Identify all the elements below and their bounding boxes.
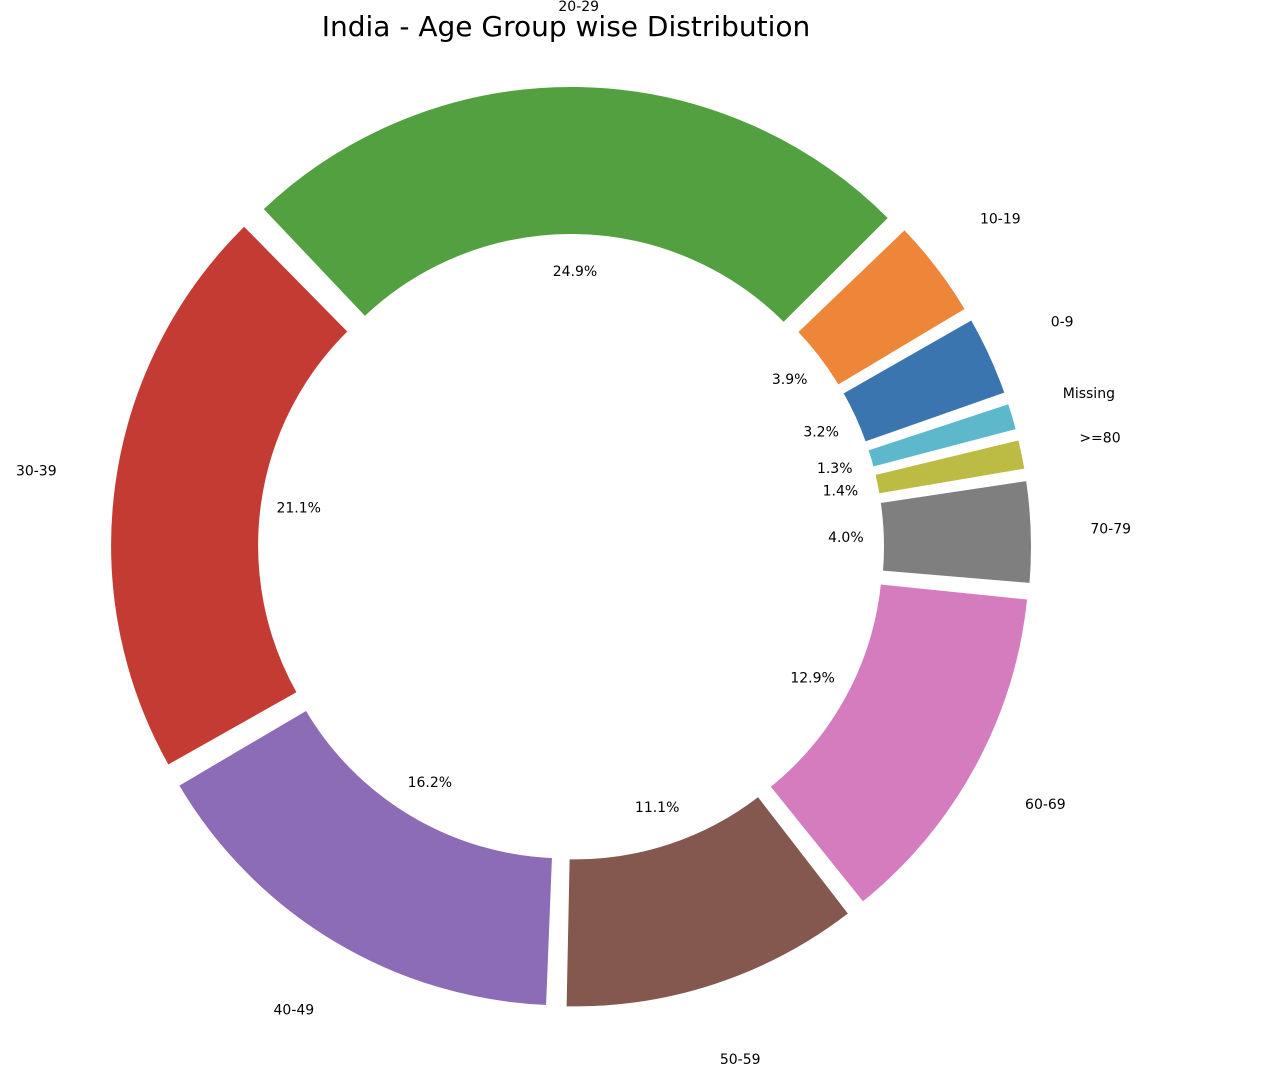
slice-percent-label: 21.1% — [276, 501, 320, 517]
slice-50-59 — [564, 794, 851, 1009]
slice-percent-label: 24.9% — [553, 264, 597, 280]
slice-0-9 — [840, 317, 1007, 444]
slice-label: 50-59 — [720, 1052, 761, 1066]
slice-label: 40-49 — [274, 1002, 315, 1018]
slice-percent-label: 4.0% — [828, 530, 864, 546]
slice-70-79 — [878, 478, 1033, 586]
slice-label: 20-29 — [558, 0, 599, 15]
slice-10-19 — [795, 227, 968, 388]
slice-label: 10-19 — [980, 211, 1021, 227]
slice-percent-label: 12.9% — [790, 670, 834, 686]
chart-title: India - Age Group wise Distribution — [321, 10, 811, 43]
slice-label: >=80 — [1079, 430, 1120, 446]
slice-percent-label: 1.3% — [817, 461, 853, 477]
slice-label: 0-9 — [1051, 315, 1074, 331]
slice-60-69 — [768, 582, 1030, 905]
slice-percent-label: 1.4% — [823, 484, 859, 500]
slice-percent-label: 3.9% — [772, 372, 808, 388]
slice-percent-label: 11.1% — [635, 800, 679, 816]
slice-percent-label: 16.2% — [408, 775, 452, 791]
slice-percent-label: 3.2% — [803, 425, 839, 441]
slice-label: 70-79 — [1090, 521, 1131, 537]
slice-label: Missing — [1063, 386, 1115, 402]
slice-80 — [873, 438, 1027, 496]
slice-20-29 — [260, 85, 891, 325]
slice-40-49 — [176, 708, 554, 1007]
slice-30-39 — [109, 223, 351, 768]
slice-label: 60-69 — [1025, 797, 1066, 813]
slice-label: 30-39 — [16, 464, 57, 480]
slice-missing — [866, 401, 1019, 469]
